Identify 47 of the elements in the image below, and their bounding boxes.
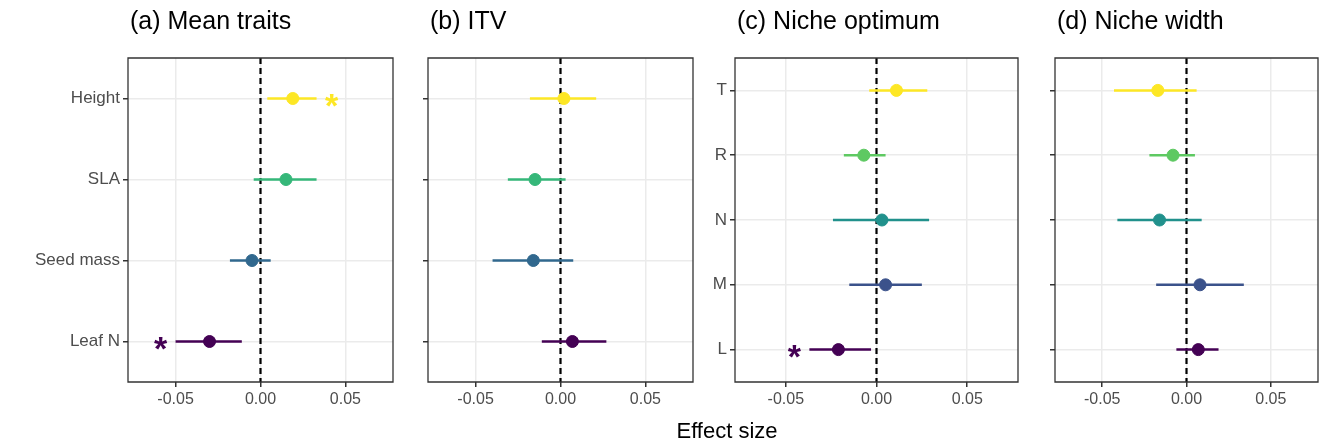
x-tick-label: 0.05	[951, 390, 983, 408]
x-tick-label: 0.05	[629, 390, 662, 408]
y-tick-label: M	[712, 274, 727, 294]
y-tick-label: SLA	[87, 169, 121, 189]
chart-title: (a) Mean traits	[130, 6, 292, 35]
annotation: *	[787, 336, 802, 375]
y-tick-label: Seed mass	[34, 250, 120, 270]
point	[528, 173, 542, 186]
point	[1166, 148, 1180, 162]
point	[1151, 83, 1165, 97]
x-tick-label: -0.05	[157, 390, 194, 408]
x-tick-label: 0.00	[1170, 390, 1203, 408]
point	[1153, 213, 1167, 227]
x-tick-label: 0.00	[244, 390, 277, 408]
x-tick-label: 0.00	[860, 390, 893, 408]
annotation: *	[324, 85, 339, 124]
y-tick-label: R	[714, 144, 727, 164]
point	[831, 343, 845, 357]
point	[557, 92, 571, 105]
point	[245, 254, 259, 267]
x-tick-label: -0.05	[767, 390, 805, 408]
y-tick-label: L	[717, 339, 727, 359]
y-tick-label: Height	[70, 88, 121, 108]
annotation: *	[153, 328, 168, 367]
x-tick-label: 0.00	[544, 390, 577, 408]
y-tick-label: T	[716, 80, 727, 100]
point	[889, 83, 903, 97]
point	[1193, 278, 1207, 292]
point	[565, 335, 579, 348]
point	[857, 148, 871, 162]
x-axis-title: Effect size	[676, 418, 778, 444]
x-tick-label: -0.05	[1083, 390, 1121, 408]
point	[875, 213, 889, 227]
chart-title: (d) Niche width	[1057, 6, 1224, 35]
y-tick-label: Leaf N	[69, 331, 120, 351]
x-tick-label: 0.05	[1255, 390, 1287, 408]
y-tick-label: N	[714, 209, 727, 229]
point	[879, 278, 893, 292]
point	[203, 335, 217, 348]
x-tick-label: -0.05	[457, 390, 494, 408]
chart-title: (b) ITV	[430, 6, 507, 35]
point	[1191, 343, 1205, 357]
x-tick-label: 0.05	[329, 390, 362, 408]
chart-title: (c) Niche optimum	[737, 6, 940, 35]
point	[526, 254, 540, 267]
point	[279, 173, 293, 186]
point	[286, 92, 300, 105]
